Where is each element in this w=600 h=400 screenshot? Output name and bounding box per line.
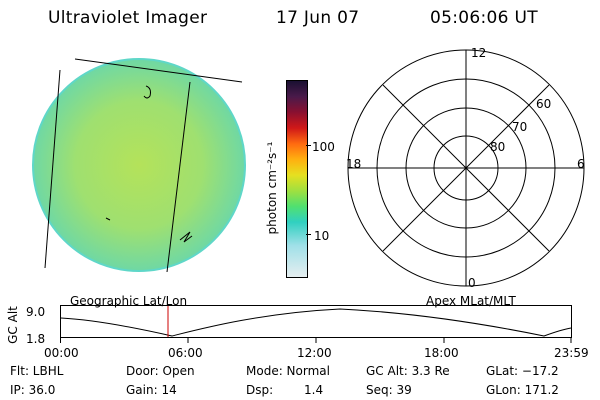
colorbar-units-label: photon cm⁻²s⁻¹ bbox=[265, 141, 279, 235]
time-label: 05:06:06 UT bbox=[430, 8, 538, 28]
glon-info: GLon: 171.2 bbox=[486, 383, 559, 397]
gc-alt-info: GC Alt: 3.3 Re bbox=[366, 364, 450, 378]
mlt-label-12: 12 bbox=[471, 46, 487, 60]
ip-info: IP: 36.0 bbox=[10, 383, 56, 397]
door-info: Door: Open bbox=[126, 364, 195, 378]
polar-diagonal-2 bbox=[382, 84, 550, 252]
gain-info: Gain: 14 bbox=[126, 383, 177, 397]
earth-disk bbox=[32, 58, 246, 272]
dsp-value: 1.4 bbox=[304, 383, 324, 397]
time-tick-00: 00:00 bbox=[44, 346, 79, 360]
uvi-earth-image bbox=[32, 58, 246, 273]
apex-title: Apex MLat/MLT bbox=[426, 294, 516, 308]
colorbar-tick-10: 10 bbox=[314, 229, 330, 243]
latitude-line-top bbox=[74, 58, 243, 83]
time-tick-18: 18:00 bbox=[424, 346, 459, 360]
meridian-line-right bbox=[166, 81, 191, 273]
mlat-mlt-polar-plot bbox=[347, 49, 585, 287]
coastline-fragment-2 bbox=[179, 231, 193, 243]
time-tick-12: 12:00 bbox=[297, 346, 332, 360]
coastline-fragment bbox=[143, 85, 151, 99]
gc-alt-tick-1.8: 1.8 bbox=[26, 332, 46, 346]
date-label: 17 Jun 07 bbox=[276, 8, 360, 28]
mode-info: Mode: Normal bbox=[246, 364, 330, 378]
mlat-label-80: 80 bbox=[490, 140, 506, 154]
colorbar-tick-100: 100 bbox=[312, 140, 335, 154]
time-tick-06: 06:00 bbox=[168, 346, 203, 360]
time-tick-2359: 23:59 bbox=[554, 346, 589, 360]
altitude-curve bbox=[60, 308, 572, 337]
mlt-label-6: 6 bbox=[577, 157, 585, 171]
colorbar bbox=[286, 80, 308, 278]
instrument-title: Ultraviolet Imager bbox=[48, 8, 208, 28]
mlt-label-18: 18 bbox=[346, 157, 362, 171]
dsp-label: Dsp: bbox=[246, 383, 274, 397]
altitude-timeline-plot bbox=[60, 305, 572, 343]
gc-alt-tick-9: 9.0 bbox=[26, 305, 46, 319]
seq-info: Seq: 39 bbox=[366, 383, 412, 397]
colorbar-tickmark bbox=[306, 145, 311, 146]
flt-info: Flt: LBHL bbox=[10, 364, 64, 378]
colorbar-tickmark bbox=[306, 234, 311, 235]
mlat-label-70: 70 bbox=[512, 120, 528, 134]
mlt-label-0: 0 bbox=[468, 276, 476, 290]
gc-alt-axis-label: GC Alt bbox=[6, 306, 20, 344]
coastline-fragment-3 bbox=[105, 217, 111, 221]
meridian-line-left bbox=[44, 69, 61, 269]
glat-info: GLat: −17.2 bbox=[486, 364, 559, 378]
geographic-title: Geographic Lat/Lon bbox=[70, 294, 188, 308]
mlat-label-60: 60 bbox=[536, 97, 552, 111]
